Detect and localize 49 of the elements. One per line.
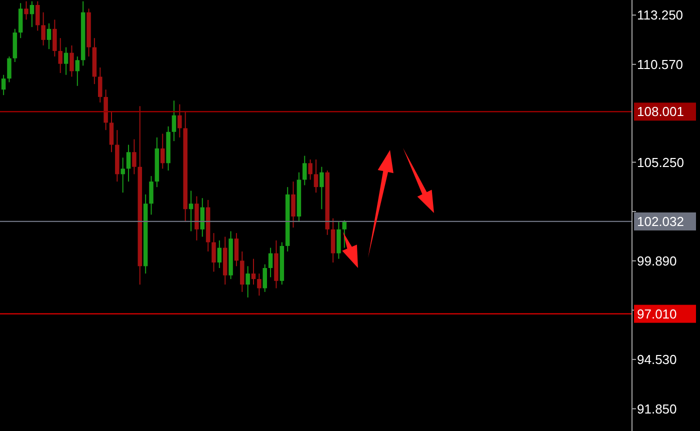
candlestick bbox=[1, 74, 6, 96]
candlestick bbox=[132, 138, 136, 175]
candlestick bbox=[308, 158, 312, 180]
candlestick bbox=[120, 157, 125, 194]
candlestick bbox=[149, 176, 154, 216]
candlestick bbox=[314, 158, 318, 194]
candlestick bbox=[257, 273, 262, 296]
candlestick bbox=[109, 111, 114, 153]
candlestick bbox=[52, 19, 57, 57]
candlestick bbox=[160, 133, 165, 170]
candlestick bbox=[126, 144, 131, 182]
candlestick bbox=[342, 220, 347, 248]
y-tick-label: 99.890 bbox=[637, 253, 677, 268]
candlestick bbox=[188, 190, 194, 232]
candlestick bbox=[58, 38, 62, 74]
candlestick bbox=[302, 155, 307, 186]
candlestick bbox=[64, 46, 68, 76]
ref-line-label: 97.010 bbox=[637, 306, 677, 322]
candlestick bbox=[246, 266, 250, 298]
candlestick bbox=[234, 232, 239, 267]
candlestick bbox=[36, 0, 40, 32]
candlestick bbox=[41, 12, 46, 46]
candlestick bbox=[240, 250, 244, 292]
candlestick bbox=[320, 166, 324, 210]
candlestick bbox=[75, 56, 80, 86]
y-tick-label: 91.850 bbox=[637, 401, 677, 416]
candlestick bbox=[30, 0, 34, 28]
y-tick-label: 110.570 bbox=[637, 56, 684, 72]
candlestick bbox=[98, 67, 102, 103]
ref-line-label: 108.001 bbox=[637, 104, 684, 120]
candlestick bbox=[24, 0, 28, 20]
candlestick bbox=[330, 218, 336, 263]
y-tick-label: 105.250 bbox=[637, 154, 684, 170]
candlestick bbox=[262, 264, 268, 292]
y-tick-label: 94.530 bbox=[637, 352, 677, 367]
candlestick bbox=[7, 56, 12, 83]
candlestick bbox=[212, 232, 216, 272]
candlestick bbox=[268, 247, 273, 278]
candlestick bbox=[336, 222, 341, 260]
candlestick bbox=[178, 104, 182, 138]
candlestick bbox=[291, 181, 296, 228]
candlestick bbox=[172, 100, 176, 142]
y-tick-label: 113.250 bbox=[637, 8, 684, 23]
candlestick bbox=[46, 22, 52, 50]
candlestick bbox=[217, 240, 222, 269]
candlestick bbox=[18, 2, 23, 39]
candlestick bbox=[251, 258, 256, 286]
ref-line-label: 102.032 bbox=[637, 214, 684, 229]
candlestick bbox=[70, 44, 74, 78]
